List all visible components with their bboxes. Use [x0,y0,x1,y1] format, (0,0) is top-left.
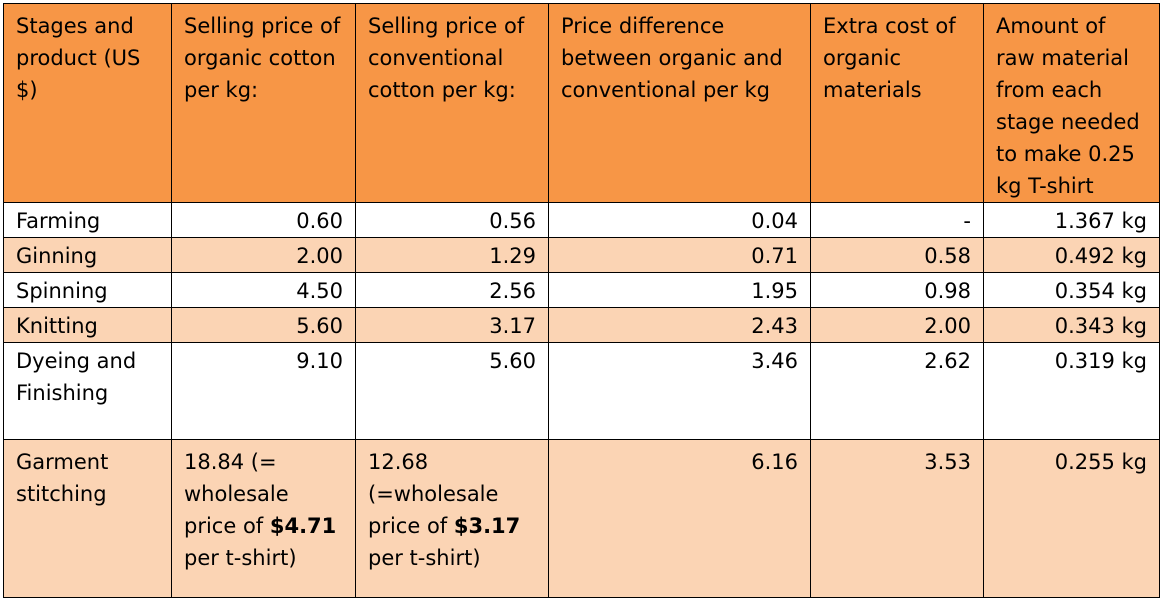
organic-price-cell: 0.60 [171,202,356,238]
difference-cell: 1.95 [548,272,811,308]
extra-cost-cell: 2.62 [810,342,984,440]
cost-table: Stages and product (US $) Selling price … [3,3,1160,598]
organic-wholesale-price: $4.71 [269,514,337,538]
conventional-price-cell: 5.60 [355,342,549,440]
table-row: Knitting 5.60 3.17 2.43 2.00 0.343 kg [3,307,1160,343]
stage-cell: Dyeing and Finishing [3,342,172,440]
stage-cell: Spinning [3,272,172,308]
amount-cell: 0.492 kg [983,237,1160,273]
stage-cell: Ginning [3,237,172,273]
amount-cell: 0.255 kg [983,439,1160,598]
amount-cell: 1.367 kg [983,202,1160,238]
extra-cost-cell: 3.53 [810,439,984,598]
organic-price-cell: 18.84 (= wholesale price of $4.71 per t-… [171,439,356,598]
amount-cell: 0.319 kg [983,342,1160,440]
organic-price-cell: 4.50 [171,272,356,308]
organic-price-cell: 9.10 [171,342,356,440]
extra-cost-cell: 0.58 [810,237,984,273]
conventional-price-cell: 3.17 [355,307,549,343]
conventional-price-cell: 1.29 [355,237,549,273]
extra-cost-cell: 0.98 [810,272,984,308]
conventional-price-prefix: 12.68 (=wholesale price of [368,450,499,538]
organic-price-suffix: per t-shirt) [184,546,297,570]
table-row: Dyeing and Finishing 9.10 5.60 3.46 2.62… [3,342,1160,440]
stage-cell: Garment stitching [3,439,172,598]
header-extra-cost: Extra cost of organic materials [810,3,984,203]
difference-cell: 3.46 [548,342,811,440]
organic-price-cell: 5.60 [171,307,356,343]
table-row: Spinning 4.50 2.56 1.95 0.98 0.354 kg [3,272,1160,308]
conventional-price-cell: 2.56 [355,272,549,308]
conventional-price-cell: 0.56 [355,202,549,238]
header-conventional-price: Selling price of conventional cotton per… [355,3,549,203]
difference-cell: 2.43 [548,307,811,343]
extra-cost-cell: 2.00 [810,307,984,343]
header-price-difference: Price difference between organic and con… [548,3,811,203]
organic-price-cell: 2.00 [171,237,356,273]
conventional-wholesale-price: $3.17 [453,514,521,538]
difference-cell: 0.04 [548,202,811,238]
conventional-price-cell: 12.68 (=wholesale price of $3.17 per t-s… [355,439,549,598]
organic-price-prefix: 18.84 (= wholesale price of [184,450,289,538]
table-row: Garment stitching 18.84 (= wholesale pri… [3,439,1160,598]
header-organic-price: Selling price of organic cotton per kg: [171,3,356,203]
table-row: Farming 0.60 0.56 0.04 - 1.367 kg [3,202,1160,238]
stage-cell: Farming [3,202,172,238]
header-raw-material-amount: Amount of raw material from each stage n… [983,3,1160,203]
extra-cost-cell: - [810,202,984,238]
header-stages: Stages and product (US $) [3,3,172,203]
amount-cell: 0.354 kg [983,272,1160,308]
difference-cell: 0.71 [548,237,811,273]
difference-cell: 6.16 [548,439,811,598]
conventional-price-suffix: per t-shirt) [368,546,481,570]
header-row: Stages and product (US $) Selling price … [3,3,1160,203]
table-row: Ginning 2.00 1.29 0.71 0.58 0.492 kg [3,237,1160,273]
amount-cell: 0.343 kg [983,307,1160,343]
stage-cell: Knitting [3,307,172,343]
